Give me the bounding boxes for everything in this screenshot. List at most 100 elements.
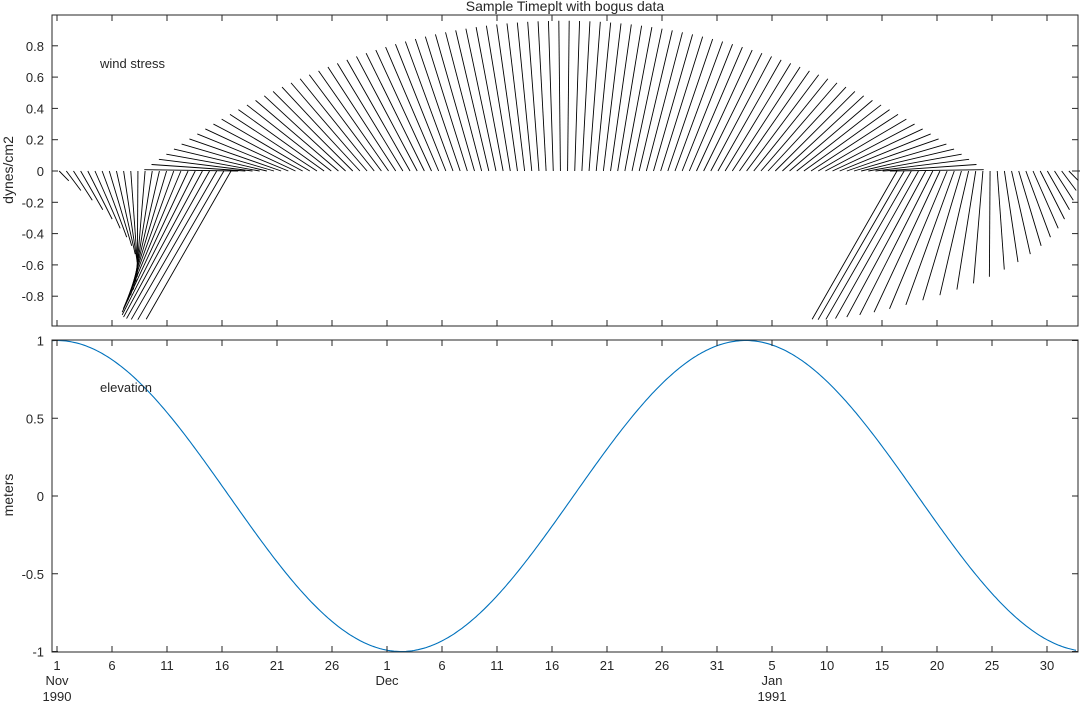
wind-stress-x-ticks (56, 15, 1048, 326)
wind-stress-vector (101, 170, 128, 238)
wind-stress-vector (973, 170, 984, 284)
wind-stress-vector (825, 170, 912, 320)
wind-stress-vector (130, 170, 139, 270)
wind-stress-y-tick-label: 0.2 (26, 133, 44, 148)
wind-stress-vector (290, 82, 368, 172)
wind-stress-vector (1032, 170, 1059, 229)
wind-stress-vector (255, 100, 339, 172)
wind-stress-vector (166, 153, 260, 172)
wind-stress-vector (123, 170, 138, 263)
wind-stress-vector (181, 143, 275, 172)
wind-stress-vectors (52, 20, 1080, 320)
elevation-y-tick-label: 1 (37, 334, 44, 349)
wind-stress-vector (455, 30, 490, 172)
wind-stress-vector (144, 169, 239, 172)
x-tick-label: 25 (985, 658, 999, 673)
wind-stress-vector (404, 41, 454, 172)
wind-stress-vector (753, 78, 829, 172)
wind-stress-vector (375, 49, 432, 172)
x-tick-label: 26 (655, 658, 669, 673)
wind-stress-vector (811, 170, 898, 320)
x-tick-label: 30 (1040, 658, 1054, 673)
wind-stress-vector (595, 22, 612, 172)
wind-stress-vector (516, 22, 533, 172)
wind-stress-vector (703, 52, 763, 172)
wind-stress-vector (58, 170, 70, 182)
wind-stress-vector (803, 109, 890, 172)
wind-stress-vector (246, 104, 332, 172)
elevation-panel: 1 0.5 0 -0.5 -1 elevation meters (0, 334, 1079, 660)
wind-stress-vector (882, 164, 977, 172)
wind-stress-y-ticks: 0.8 0.6 0.4 0.2 0 -0.2 -0.4 -0.6 -0.8 (22, 39, 1078, 304)
wind-stress-vector (87, 170, 113, 220)
wind-stress-vector (873, 170, 941, 313)
x-month-label: Jan (762, 673, 783, 688)
wind-stress-vector (263, 95, 346, 172)
wind-stress-vector (475, 27, 504, 172)
wind-stress-vector (130, 170, 218, 320)
wind-stress-vector (710, 56, 772, 172)
wind-stress-vector (485, 25, 511, 172)
wind-stress-vector (1039, 170, 1065, 220)
wind-stress-vector (1003, 170, 1019, 263)
wind-stress-vector (861, 148, 955, 172)
x-month-label: Dec (375, 673, 399, 688)
wind-stress-vector (318, 70, 389, 172)
wind-stress-vector (197, 133, 289, 172)
wind-stress-vector (996, 170, 1005, 270)
wind-stress-vector (327, 66, 397, 172)
wind-stress-vector (365, 52, 425, 172)
wind-stress-vector (817, 118, 907, 172)
wind-stress-vector (825, 123, 915, 172)
wind-stress-vector (434, 34, 475, 172)
wind-stress-vector (1046, 170, 1070, 210)
x-year-label: 1991 (758, 689, 787, 704)
x-tick-label: 15 (875, 658, 889, 673)
wind-stress-vector (574, 20, 581, 172)
wind-stress-vector (988, 170, 991, 277)
wind-stress-vector (336, 63, 404, 172)
wind-stress-vector (414, 38, 461, 172)
wind-stress-vector (272, 91, 354, 172)
elevation-annotation: elevation (100, 380, 152, 395)
wind-stress-vector (731, 66, 801, 172)
wind-stress-vector (922, 170, 962, 301)
wind-stress-vector (868, 153, 962, 172)
wind-stress-vector (674, 41, 724, 172)
elevation-y-axis-label: meters (0, 474, 16, 517)
wind-stress-vector (299, 78, 375, 172)
wind-stress-vector (645, 32, 683, 172)
wind-stress-vector (846, 138, 939, 172)
wind-stress-vector (356, 56, 418, 172)
wind-stress-vector (108, 170, 133, 246)
wind-stress-vector (151, 164, 246, 172)
x-tick-label: 6 (438, 658, 445, 673)
wind-stress-y-tick-label: 0.4 (26, 101, 44, 116)
wind-stress-y-tick-label: -0.2 (22, 195, 44, 210)
wind-stress-vector (835, 170, 919, 319)
x-tick-label: 11 (160, 658, 174, 673)
wind-stress-vector (782, 95, 865, 172)
x-tick-label: 31 (710, 658, 724, 673)
wind-stress-vector (537, 21, 547, 172)
wind-stress-vector (859, 170, 934, 316)
wind-stress-vector (124, 170, 175, 306)
x-tick-label: 1 (53, 658, 60, 673)
wind-stress-vector (385, 46, 440, 172)
wind-stress-vector (281, 86, 361, 172)
wind-stress-vector (424, 36, 468, 172)
wind-stress-vector (395, 44, 447, 172)
wind-stress-vector (547, 20, 554, 172)
wind-stress-vector (158, 158, 253, 172)
x-month-label: Nov (45, 673, 69, 688)
wind-stress-vector (660, 36, 704, 172)
wind-stress-vector (905, 170, 955, 306)
wind-stress-vector (760, 82, 838, 172)
wind-stress-y-tick-label: -0.8 (22, 289, 44, 304)
wind-stress-y-tick-label: 0.8 (26, 39, 44, 54)
wind-stress-vector (173, 148, 267, 172)
elevation-y-tick-label: 0.5 (26, 411, 44, 426)
wind-stress-vector (631, 28, 663, 172)
elevation-y-ticks: 1 0.5 0 -0.5 -1 (22, 334, 1078, 660)
